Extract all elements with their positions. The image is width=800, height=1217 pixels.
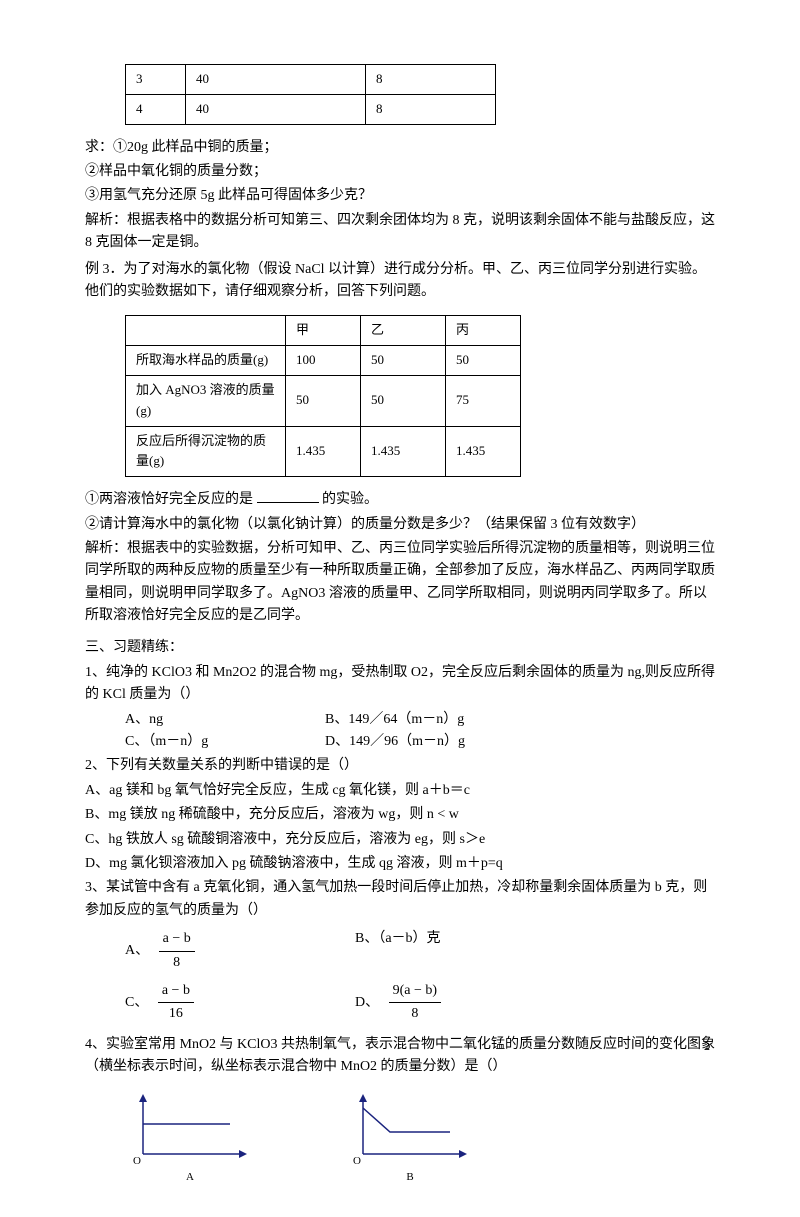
cell: 丙 bbox=[446, 316, 521, 346]
denominator: 8 bbox=[159, 952, 195, 974]
q1-stem: 1、纯净的 KClO3 和 Mn2O2 的混合物 mg，受热制取 O2，完全反应… bbox=[85, 662, 715, 707]
option-c: C、 a − b 16 bbox=[125, 980, 355, 1026]
q2-stem: 2、下列有关数量关系的判断中错误的是（） bbox=[85, 755, 715, 777]
table-row: 4 40 8 bbox=[126, 94, 496, 124]
cell: 反应后所得沉淀物的质量(g) bbox=[126, 426, 286, 477]
cell: 50 bbox=[361, 375, 446, 426]
cell: 4 bbox=[126, 94, 186, 124]
example-label: 例 3． bbox=[85, 262, 124, 277]
option-label: C、 bbox=[125, 992, 148, 1014]
table-row: 甲 乙 丙 bbox=[126, 316, 521, 346]
q3-options-row: A、 a − b 8 B、（a－b）克 bbox=[125, 928, 715, 974]
q1-options-row: C、（m－n）g D、149／96（m－n）g bbox=[125, 731, 715, 753]
option-b: B、mg 镁放 ng 稀硫酸中，充分反应后，溶液为 wg，则 n < w bbox=[85, 804, 715, 826]
option-d: D、mg 氯化钡溶液加入 pg 硫酸钠溶液中，生成 qg 溶液，则 m＋p=q bbox=[85, 853, 715, 875]
cell: 1.435 bbox=[286, 426, 361, 477]
cell: 甲 bbox=[286, 316, 361, 346]
table-row: 反应后所得沉淀物的质量(g) 1.435 1.435 1.435 bbox=[126, 426, 521, 477]
svg-text:O: O bbox=[353, 1155, 361, 1167]
question-line: ②请计算海水中的氯化物（以氯化钠计算）的质量分数是多少？（结果保留 3 位有效数… bbox=[85, 514, 715, 536]
cell: 8 bbox=[366, 65, 496, 95]
cell: 40 bbox=[186, 65, 366, 95]
cell: 75 bbox=[446, 375, 521, 426]
cell: 加入 AgNO3 溶液的质量(g) bbox=[126, 375, 286, 426]
denominator: 16 bbox=[158, 1003, 194, 1025]
option-c: C、（m－n）g bbox=[125, 731, 325, 753]
q-text: ①两溶液恰好完全反应的是 bbox=[85, 492, 257, 507]
analysis-text: 根据表中的实验数据，分析可知甲、乙、丙三位同学实验后所得沉淀物的质量相等，则说明… bbox=[85, 541, 715, 623]
option-c: C、hg 铁放人 sg 硫酸铜溶液中，充分反应后，溶液为 eg，则 s＞e bbox=[85, 829, 715, 851]
cell: 1.435 bbox=[446, 426, 521, 477]
question-line: ②样品中氧化铜的质量分数； bbox=[85, 161, 715, 183]
option-b: B、149／64（m－n）g bbox=[325, 709, 464, 731]
svg-text:O: O bbox=[133, 1155, 141, 1167]
chart-b-svg: O bbox=[345, 1092, 475, 1167]
analysis-para: 解析：根据表中的实验数据，分析可知甲、乙、丙三位同学实验后所得沉淀物的质量相等，… bbox=[85, 538, 715, 628]
chart-label-a: A bbox=[125, 1169, 255, 1187]
numerator: a − b bbox=[159, 928, 195, 951]
question-line: 求：①20g 此样品中铜的质量； bbox=[85, 137, 715, 159]
analysis-text: 根据表格中的数据分析可知第三、四次剩余团体均为 8 克，说明该剩余固体不能与盐酸… bbox=[85, 213, 715, 250]
q4-stem: 4、实验室常用 MnO2 与 KClO3 共热制氧气，表示混合物中二氧化锰的质量… bbox=[85, 1034, 715, 1079]
option-label: A、 bbox=[125, 940, 149, 962]
analysis-para: 解析：根据表格中的数据分析可知第三、四次剩余团体均为 8 克，说明该剩余固体不能… bbox=[85, 210, 715, 255]
section-title: 三、习题精练： bbox=[85, 637, 715, 659]
table-row: 所取海水样品的质量(g) 100 50 50 bbox=[126, 346, 521, 376]
numerator: 9(a − b) bbox=[389, 980, 441, 1003]
chart-label-b: B bbox=[345, 1169, 475, 1187]
option-b: B、（a－b）克 bbox=[355, 928, 441, 974]
chart-b: O B bbox=[345, 1092, 475, 1187]
cell: 1.435 bbox=[361, 426, 446, 477]
option-d: D、149／96（m－n）g bbox=[325, 731, 465, 753]
q3-stem: 3、某试管中含有 a 克氧化铜，通入氢气加热一段时间后停止加热，冷却称量剩余固体… bbox=[85, 877, 715, 922]
q3-options-row: C、 a − b 16 D、 9(a − b) 8 bbox=[125, 980, 715, 1026]
table-row: 加入 AgNO3 溶液的质量(g) 50 50 75 bbox=[126, 375, 521, 426]
question-line: ①两溶液恰好完全反应的是 的实验。 bbox=[85, 489, 715, 511]
table-2: 甲 乙 丙 所取海水样品的质量(g) 100 50 50 加入 AgNO3 溶液… bbox=[125, 315, 521, 477]
chart-row: O A O B bbox=[125, 1092, 715, 1187]
analysis-label: 解析： bbox=[85, 213, 127, 228]
fraction: a − b 8 bbox=[159, 928, 195, 974]
option-d: D、 9(a − b) 8 bbox=[355, 980, 441, 1026]
cell: 50 bbox=[361, 346, 446, 376]
table-1: 3 40 8 4 40 8 bbox=[125, 64, 496, 125]
cell: 所取海水样品的质量(g) bbox=[126, 346, 286, 376]
cell: 3 bbox=[126, 65, 186, 95]
fraction: a − b 16 bbox=[158, 980, 194, 1026]
cell: 50 bbox=[446, 346, 521, 376]
chart-a: O A bbox=[125, 1092, 255, 1187]
q-text: 的实验。 bbox=[319, 492, 379, 507]
page-number: 2 bbox=[704, 1037, 710, 1056]
option-a: A、ag 镁和 bg 氧气恰好完全反应，生成 cg 氧化镁，则 a＋b＝c bbox=[85, 780, 715, 802]
table-row: 3 40 8 bbox=[126, 65, 496, 95]
numerator: a − b bbox=[158, 980, 194, 1003]
cell: 乙 bbox=[361, 316, 446, 346]
blank-field bbox=[257, 489, 319, 503]
cell: 100 bbox=[286, 346, 361, 376]
analysis-label: 解析： bbox=[85, 541, 127, 556]
cell bbox=[126, 316, 286, 346]
cell: 8 bbox=[366, 94, 496, 124]
option-a: A、ng bbox=[125, 709, 325, 731]
cell: 50 bbox=[286, 375, 361, 426]
example-3: 例 3．为了对海水的氯化物（假设 NaCl 以计算）进行成分分析。甲、乙、丙三位… bbox=[85, 259, 715, 304]
option-label: D、 bbox=[355, 992, 379, 1014]
cell: 40 bbox=[186, 94, 366, 124]
option-a: A、 a − b 8 bbox=[125, 928, 355, 974]
denominator: 8 bbox=[389, 1003, 441, 1025]
q1-options-row: A、ng B、149／64（m－n）g bbox=[125, 709, 715, 731]
example-text: 为了对海水的氯化物（假设 NaCl 以计算）进行成分分析。甲、乙、丙三位同学分别… bbox=[85, 262, 706, 299]
chart-a-svg: O bbox=[125, 1092, 255, 1167]
fraction: 9(a − b) 8 bbox=[389, 980, 441, 1026]
question-line: ③用氢气充分还原 5g 此样品可得固体多少克？ bbox=[85, 185, 715, 207]
